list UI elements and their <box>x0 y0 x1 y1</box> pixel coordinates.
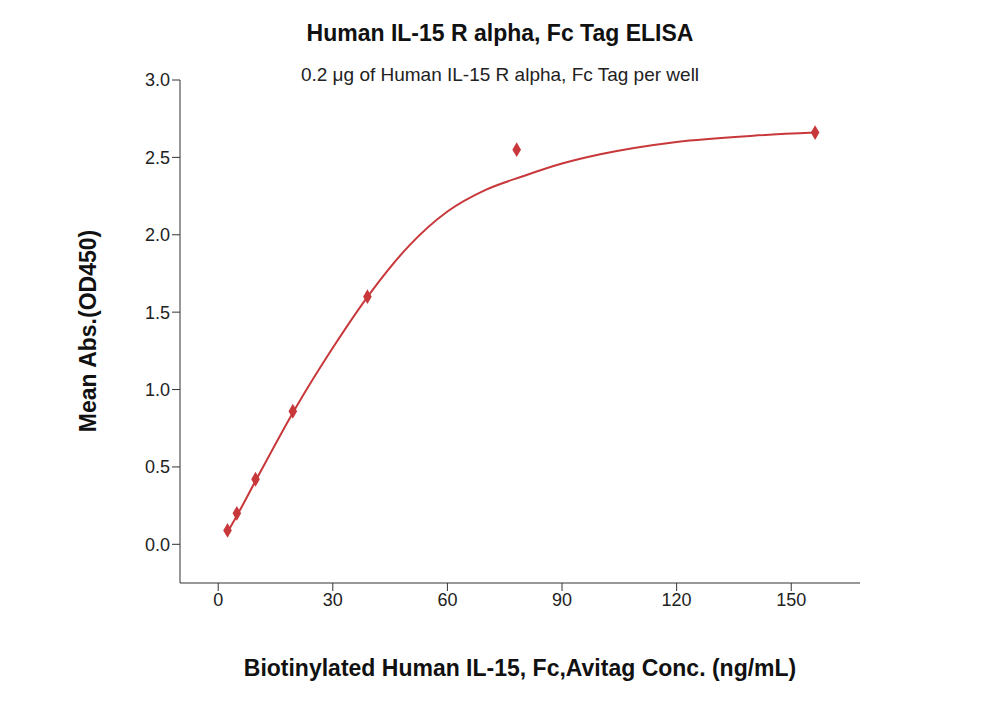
html-text:Mean Abs.(OD450): Mean Abs.(OD450) <box>74 229 101 433</box>
html-text:Biotinylated Human IL-15, Fc,A: Biotinylated Human IL-15, Fc,Avitag Conc… <box>243 655 797 681</box>
svg-text:0: 0 <box>213 590 223 610</box>
svg-text:2.5: 2.5 <box>145 148 170 168</box>
svg-text:30: 30 <box>323 590 343 610</box>
svg-text:0.5: 0.5 <box>145 457 170 477</box>
svg-text:3.0: 3.0 <box>145 70 170 90</box>
svg-text:150: 150 <box>776 590 806 610</box>
html-text:0.2 μg of Human IL-15 R alpha,: 0.2 μg of Human IL-15 R alpha, Fc Tag pe… <box>300 64 700 85</box>
svg-text:0.0: 0.0 <box>145 535 170 555</box>
svg-text:90: 90 <box>552 590 572 610</box>
svg-text:60: 60 <box>437 590 457 610</box>
html-text:Human IL-15 R alpha, Fc Tag EL: Human IL-15 R alpha, Fc Tag ELISA <box>306 20 694 46</box>
svg-text:2.0: 2.0 <box>145 225 170 245</box>
svg-text:120: 120 <box>662 590 692 610</box>
svg-text:1.5: 1.5 <box>145 303 170 323</box>
svg-text:1.0: 1.0 <box>145 380 170 400</box>
